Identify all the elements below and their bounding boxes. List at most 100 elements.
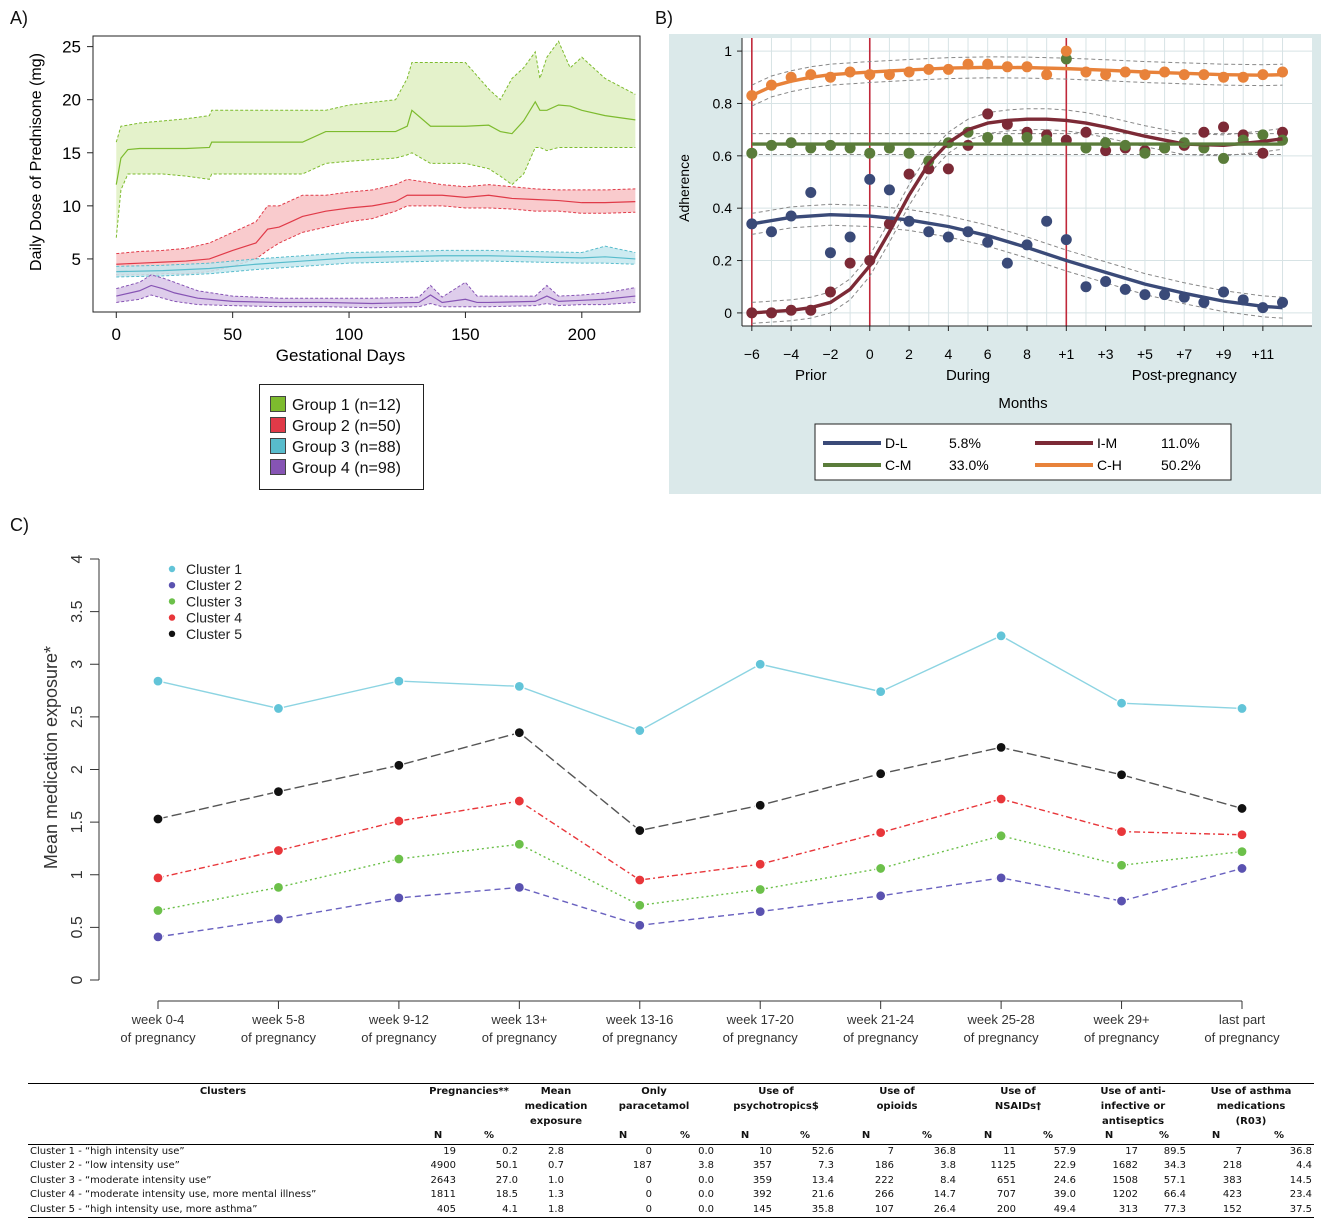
point-I-M: [746, 307, 758, 319]
y-tick-label-c: 0.5: [69, 916, 86, 938]
point-cluster-2: [634, 919, 646, 931]
upper-bound-group-1: [115, 40, 636, 143]
x-tick-label-c: week 21-24: [846, 1012, 914, 1027]
band-group-3: [116, 246, 636, 277]
sub-n: N: [1188, 1129, 1244, 1145]
legend-marker-cluster-4: [168, 614, 176, 621]
legend-pct-C-H: 50.2%: [1161, 457, 1201, 473]
table-cell: 17: [1125, 1145, 1138, 1157]
table-cell: 89.5: [1163, 1145, 1186, 1157]
point-cluster-4: [754, 858, 766, 870]
point-cluster-1: [272, 702, 285, 715]
legend-pct-C-M: 33.0%: [949, 457, 989, 473]
ci-upper-D-L: [751, 203, 1283, 298]
point-C-H: [1060, 45, 1072, 57]
legend-item-group-1: Group 1 (n=12): [270, 396, 401, 415]
legend-b: D-L 5.8% I-M 11.0% C-M 33.0% C-H 50.2%: [814, 423, 1232, 481]
y-tick-label-b: 0.8: [713, 95, 733, 111]
x-tick-label-b: +7: [1176, 346, 1192, 362]
table-cell: 0.7: [548, 1160, 564, 1171]
legend-label-group-4: Group 4 (n=98): [292, 460, 401, 477]
y-tick-label-c: 2.5: [69, 706, 86, 728]
table-cell: 7: [1235, 1145, 1242, 1157]
x-tick-label-a: 0: [112, 325, 121, 344]
x-tick-label-b: +1: [1058, 346, 1074, 362]
table-cell: 52.6: [811, 1145, 834, 1157]
x-tick-label-b: +5: [1137, 346, 1153, 362]
point-D-L: [805, 186, 817, 198]
point-I-M: [824, 286, 836, 298]
table-cell: 4.1: [458, 1202, 520, 1218]
table-cell: 11: [1003, 1145, 1016, 1157]
point-I-M: [1218, 121, 1230, 133]
point-D-L: [1218, 286, 1230, 298]
cluster-label-cell: Cluster 1 - “high intensity use”: [30, 1145, 185, 1157]
th-mean-exposure: Mean medication exposure: [520, 1083, 592, 1129]
x-axis-title-b: Months: [998, 395, 1047, 412]
x-tick-label-b: 2: [905, 346, 913, 362]
legend-label-cluster-4: Cluster 4: [186, 610, 242, 626]
table-cell: 37.5: [1244, 1202, 1314, 1218]
point-C-M: [746, 147, 758, 159]
sub-pct: %: [1018, 1129, 1078, 1145]
table-cell: 8.4: [940, 1174, 956, 1186]
y-axis-title-b: Adherence: [676, 154, 692, 222]
point-I-M: [844, 257, 856, 269]
x-tick-label-c: of pregnancy: [241, 1030, 317, 1045]
th-nsaid-line-2: NSAIDs†: [994, 1101, 1042, 1112]
table-cell: 2.8: [548, 1145, 564, 1157]
mean-line-group-4: [116, 284, 636, 305]
y-tick-label-a: 5: [72, 250, 81, 269]
table-cell: 222: [874, 1174, 894, 1186]
sub-empty: [28, 1129, 418, 1145]
point-D-L: [1119, 283, 1131, 295]
th-anti-line-1: Use of anti-: [1100, 1086, 1166, 1097]
table-body: Cluster 1 - “high intensity use” 19 0.2 2.8…: [28, 1144, 1314, 1218]
th-mean-line-1: Mean: [540, 1086, 572, 1097]
table-cell: 1.3: [548, 1189, 564, 1200]
x-tick-label-c: of pregnancy: [723, 1030, 799, 1045]
point-D-L: [765, 226, 777, 238]
fit-line-I-M: [751, 117, 1283, 315]
table-cell: 3.8: [698, 1160, 714, 1171]
ci-lower-C-H: [751, 77, 1283, 107]
th-opioids: Use of opioids: [836, 1083, 958, 1129]
legend-label-group-2: Group 2 (n=50): [292, 418, 401, 435]
legend-label-cluster-1: Cluster 1: [186, 561, 242, 577]
table-cell: 0: [645, 1189, 652, 1200]
y-axis-title-c: Mean medication exposure*: [41, 646, 61, 869]
point-cluster-2: [152, 931, 164, 943]
band-group-2: [116, 179, 636, 275]
y-tick-label-a: 20: [62, 91, 81, 110]
point-cluster-2: [754, 905, 766, 918]
table-cell: 707: [996, 1189, 1016, 1200]
point-cluster-5: [875, 768, 887, 780]
point-I-M: [1080, 126, 1092, 138]
period-label-b: Post-pregnancy: [1132, 367, 1238, 384]
th-asthma: Use of asthma medications (R03): [1188, 1083, 1314, 1129]
legend-swatch-group-4: [270, 459, 286, 475]
point-cluster-5: [393, 759, 405, 771]
legend-marker-cluster-2: [168, 582, 176, 589]
table-cell: 36.8: [933, 1145, 956, 1157]
y-tick-label-c: 2: [69, 765, 86, 774]
point-cluster-5: [513, 727, 525, 739]
table-cell: 0.0: [698, 1145, 714, 1157]
th-asthma-line-1: Use of asthma: [1210, 1086, 1292, 1097]
point-I-M: [1257, 147, 1269, 159]
mean-line-group-2: [116, 194, 636, 265]
y-tick-label-a: 25: [62, 38, 81, 57]
point-cluster-1: [1115, 697, 1128, 709]
legend-label-group-3: Group 3 (n=88): [292, 439, 401, 456]
y-tick-label-c: 0: [69, 975, 86, 984]
point-cluster-5: [995, 741, 1007, 753]
table-cell: 1125: [990, 1160, 1016, 1171]
x-tick-label-c: week 17-20: [726, 1012, 794, 1027]
th-nsaids: Use of NSAIDs†: [958, 1083, 1078, 1129]
y-tick-label-c: 4: [69, 554, 86, 563]
point-cluster-3: [1236, 845, 1248, 858]
y-axis-title-a: Daily Dose of Prednisone (mg): [28, 53, 45, 271]
clusters-table: Clusters Pregnancies** Mean medication exp…: [28, 1083, 1314, 1218]
table-cell: 19: [443, 1145, 456, 1157]
th-mean-line-2: medication: [524, 1101, 588, 1112]
